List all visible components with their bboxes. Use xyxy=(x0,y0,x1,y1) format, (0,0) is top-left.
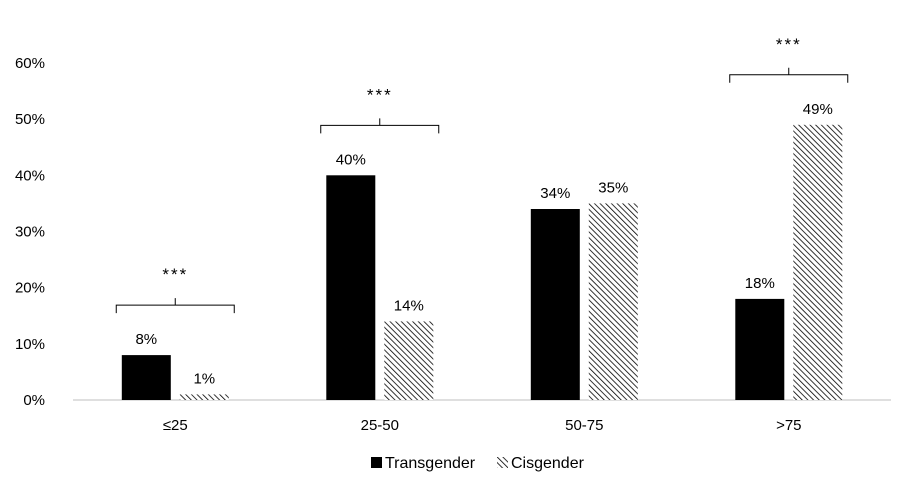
legend-label-transgender: Transgender xyxy=(385,455,476,472)
x-category-label: 25-50 xyxy=(361,417,399,434)
bar-transgender xyxy=(326,175,376,400)
bar-transgender xyxy=(735,298,785,400)
significance-bracket xyxy=(115,298,235,314)
y-tick-label: 50% xyxy=(15,111,45,128)
significance-label: *** xyxy=(776,35,802,54)
legend-swatch-cisgender xyxy=(497,457,508,468)
data-label-cisgender: 1% xyxy=(193,370,215,387)
significance-bracket xyxy=(320,118,440,134)
bar-transgender xyxy=(530,209,580,400)
x-category-label: 50-75 xyxy=(565,417,603,434)
x-axis-category-labels: ≤25 25-50 50-75 >75 xyxy=(163,417,802,434)
data-label-transgender: 8% xyxy=(135,331,157,348)
legend-label-cisgender: Cisgender xyxy=(511,455,585,472)
significance-bracket xyxy=(729,67,849,83)
bar-cisgender xyxy=(384,321,434,400)
data-labels-group: 8% 1% 40% 14% 34% 35% 18% 49% xyxy=(135,101,832,388)
x-category-label: >75 xyxy=(776,417,801,434)
data-label-cisgender: 35% xyxy=(598,179,628,196)
data-label-transgender: 34% xyxy=(540,185,570,202)
legend-swatch-transgender xyxy=(371,457,382,468)
x-category-label: ≤25 xyxy=(163,417,188,434)
significance-label: *** xyxy=(367,85,393,104)
data-label-transgender: 40% xyxy=(336,151,366,168)
bar-cisgender xyxy=(179,394,229,400)
y-tick-label: 0% xyxy=(23,392,45,409)
y-tick-label: 20% xyxy=(15,280,45,297)
y-tick-label: 10% xyxy=(15,336,45,353)
significance-brackets: *** *** *** xyxy=(115,35,849,314)
significance-label: *** xyxy=(162,265,188,284)
y-tick-label: 30% xyxy=(15,224,45,241)
bar-cisgender xyxy=(793,124,843,401)
legend: Transgender Cisgender xyxy=(371,455,585,472)
y-tick-label: 60% xyxy=(15,55,45,72)
bar-transgender xyxy=(121,355,171,400)
bar-cisgender xyxy=(588,203,638,400)
y-tick-label: 40% xyxy=(15,167,45,184)
data-label-cisgender: 14% xyxy=(394,297,424,314)
y-axis-tick-labels: 0% 10% 20% 30% 40% 50% 60% xyxy=(15,55,45,409)
bars-group xyxy=(121,124,843,401)
data-label-transgender: 18% xyxy=(745,275,775,292)
data-label-cisgender: 49% xyxy=(803,101,833,118)
